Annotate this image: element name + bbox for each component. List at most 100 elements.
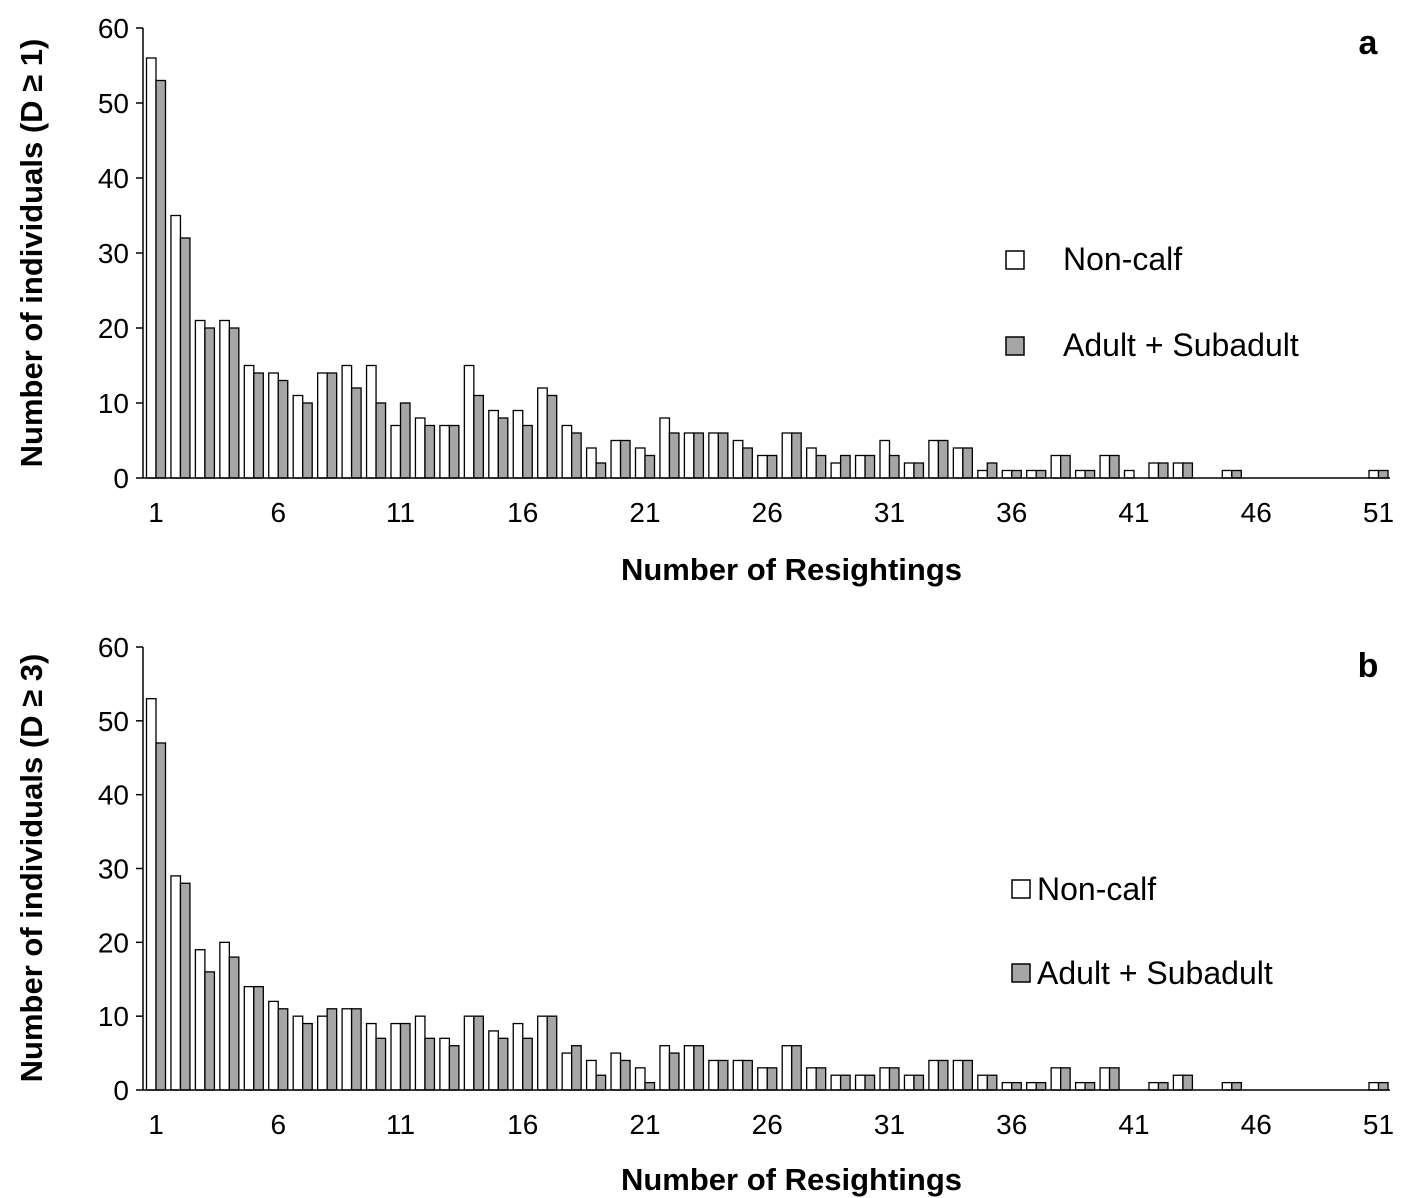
bar-non-calf-24 bbox=[709, 1060, 719, 1090]
bar-non-calf-8 bbox=[318, 1016, 328, 1090]
bar-non-calf-25 bbox=[733, 1060, 743, 1090]
x-tick-label: 11 bbox=[386, 1109, 415, 1140]
bar-adult-subadult-42 bbox=[1158, 463, 1168, 478]
bar-non-calf-19 bbox=[587, 1060, 597, 1090]
bar-non-calf-7 bbox=[293, 396, 303, 479]
bar-adult-subadult-7 bbox=[303, 403, 313, 478]
bar-non-calf-34 bbox=[953, 448, 963, 478]
y-axis-title: Number of individuals (D ≥ 1) bbox=[14, 39, 49, 468]
x-tick-label: 21 bbox=[629, 1109, 660, 1140]
bar-adult-subadult-40 bbox=[1110, 1068, 1120, 1090]
bar-non-calf-36 bbox=[1002, 1083, 1012, 1090]
bar-non-calf-10 bbox=[367, 1024, 377, 1090]
bar-non-calf-36 bbox=[1002, 471, 1012, 479]
bar-non-calf-17 bbox=[538, 1016, 548, 1090]
bar-adult-subadult-39 bbox=[1085, 471, 1095, 479]
bar-adult-subadult-42 bbox=[1158, 1083, 1168, 1090]
bar-non-calf-23 bbox=[684, 433, 694, 478]
bar-non-calf-40 bbox=[1100, 456, 1110, 479]
bar-adult-subadult-14 bbox=[474, 1016, 484, 1090]
y-axis-title: Number of individuals (D ≥ 3) bbox=[14, 654, 49, 1083]
bar-non-calf-13 bbox=[440, 1038, 450, 1090]
bar-non-calf-39 bbox=[1076, 1083, 1086, 1090]
bar-non-calf-4 bbox=[220, 321, 230, 479]
bar-adult-subadult-10 bbox=[376, 1038, 386, 1090]
bar-non-calf-15 bbox=[489, 411, 499, 479]
legend-swatch-non-calf bbox=[1006, 251, 1024, 269]
bar-adult-subadult-32 bbox=[914, 463, 924, 478]
x-axis-title: Number of Resightings bbox=[621, 1162, 962, 1197]
bar-adult-subadult-45 bbox=[1232, 471, 1242, 479]
x-tick-label: 16 bbox=[507, 1109, 538, 1140]
bar-non-calf-1 bbox=[147, 699, 157, 1090]
y-tick-label: 0 bbox=[113, 1075, 129, 1106]
x-tick-label: 1 bbox=[148, 497, 164, 528]
bar-adult-subadult-25 bbox=[743, 448, 753, 478]
bar-adult-subadult-35 bbox=[987, 463, 997, 478]
bar-adult-subadult-9 bbox=[352, 388, 362, 478]
bar-non-calf-2 bbox=[171, 216, 181, 479]
bar-adult-subadult-34 bbox=[963, 1060, 973, 1090]
bar-non-calf-20 bbox=[611, 1053, 621, 1090]
bar-non-calf-18 bbox=[562, 1053, 572, 1090]
bar-adult-subadult-4 bbox=[229, 328, 239, 478]
bar-adult-subadult-4 bbox=[229, 957, 239, 1090]
bar-non-calf-40 bbox=[1100, 1068, 1110, 1090]
y-tick-label: 40 bbox=[98, 780, 129, 811]
bar-adult-subadult-3 bbox=[205, 328, 215, 478]
legend-label-non-calf: Non-calf bbox=[1063, 241, 1182, 277]
x-tick-label: 26 bbox=[752, 497, 783, 528]
bar-adult-subadult-22 bbox=[669, 433, 679, 478]
bar-adult-subadult-13 bbox=[449, 1046, 459, 1090]
bar-adult-subadult-37 bbox=[1036, 1083, 1046, 1090]
bar-adult-subadult-38 bbox=[1061, 456, 1071, 479]
bar-adult-subadult-39 bbox=[1085, 1083, 1095, 1090]
bar-non-calf-32 bbox=[904, 1075, 914, 1090]
bar-adult-subadult-16 bbox=[523, 1038, 533, 1090]
x-tick-label: 36 bbox=[996, 497, 1027, 528]
y-tick-label: 60 bbox=[98, 13, 129, 44]
x-axis-title: Number of Resightings bbox=[621, 552, 962, 587]
bar-adult-subadult-28 bbox=[816, 1068, 826, 1090]
bar-adult-subadult-10 bbox=[376, 403, 386, 478]
bar-non-calf-39 bbox=[1076, 471, 1086, 479]
bar-adult-subadult-1 bbox=[156, 743, 166, 1090]
y-tick-label: 10 bbox=[98, 1001, 129, 1032]
bar-adult-subadult-19 bbox=[596, 1075, 606, 1090]
bar-adult-subadult-37 bbox=[1036, 471, 1046, 479]
bar-adult-subadult-5 bbox=[254, 987, 263, 1090]
bar-adult-subadult-23 bbox=[694, 1046, 704, 1090]
x-tick-label: 21 bbox=[629, 497, 660, 528]
y-tick-label: 60 bbox=[98, 632, 129, 663]
bar-adult-subadult-24 bbox=[718, 1060, 728, 1090]
bar-non-calf-23 bbox=[684, 1046, 694, 1090]
bar-adult-subadult-40 bbox=[1110, 456, 1120, 479]
bar-non-calf-5 bbox=[244, 987, 254, 1090]
bar-adult-subadult-15 bbox=[498, 418, 508, 478]
x-tick-label: 46 bbox=[1241, 1109, 1272, 1140]
bar-adult-subadult-51 bbox=[1379, 1083, 1389, 1090]
bar-adult-subadult-7 bbox=[303, 1024, 313, 1090]
bar-adult-subadult-20 bbox=[621, 1060, 631, 1090]
bar-non-calf-27 bbox=[782, 1046, 792, 1090]
y-tick-label: 0 bbox=[113, 463, 129, 494]
bar-adult-subadult-38 bbox=[1061, 1068, 1071, 1090]
bar-non-calf-42 bbox=[1149, 1083, 1159, 1090]
bar-non-calf-13 bbox=[440, 426, 450, 479]
panel-label: b bbox=[1358, 647, 1379, 685]
bar-non-calf-37 bbox=[1027, 1083, 1037, 1090]
bar-adult-subadult-30 bbox=[865, 1075, 875, 1090]
bar-adult-subadult-11 bbox=[401, 1024, 411, 1090]
bar-non-calf-45 bbox=[1222, 1083, 1232, 1090]
bar-adult-subadult-24 bbox=[718, 433, 728, 478]
bar-non-calf-43 bbox=[1173, 463, 1183, 478]
bar-non-calf-9 bbox=[342, 366, 352, 479]
bar-non-calf-8 bbox=[318, 373, 328, 478]
bar-adult-subadult-6 bbox=[278, 381, 288, 479]
bar-adult-subadult-15 bbox=[498, 1038, 508, 1090]
bar-adult-subadult-22 bbox=[669, 1053, 679, 1090]
bar-non-calf-27 bbox=[782, 433, 792, 478]
y-tick-label: 20 bbox=[98, 313, 129, 344]
bar-adult-subadult-17 bbox=[547, 396, 557, 479]
bar-adult-subadult-18 bbox=[572, 1046, 582, 1090]
